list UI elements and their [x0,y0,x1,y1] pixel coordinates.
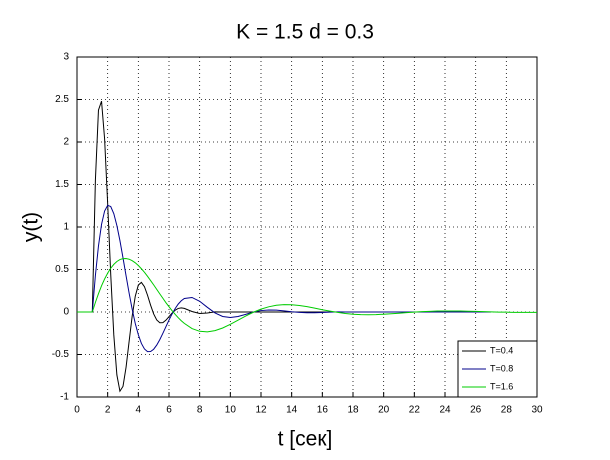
x-tick-label: 16 [317,405,329,416]
chart-title: K = 1.5 d = 0.3 [236,21,374,44]
series-line [77,204,491,353]
x-tick-label: 8 [197,405,203,416]
x-axis-label: t [сек] [278,428,333,451]
y-axis-label: y(t) [20,212,43,242]
legend-label: T=1.6 [490,381,513,391]
x-tick-label: 22 [409,405,421,416]
x-tick-label: 30 [531,405,543,416]
x-tick-label: 20 [378,405,390,416]
x-tick-label: 26 [470,405,482,416]
x-tick-label: 2 [105,405,111,416]
y-tick-label: 2.5 [55,94,69,105]
y-tick-label: 2 [63,137,69,148]
y-tick-label: 1 [63,222,69,233]
y-tick-label: 3 [63,52,69,63]
y-tick-label: -1 [60,392,69,403]
y-tick-label: 1.5 [55,179,69,190]
x-tick-label: 12 [255,405,267,416]
x-tick-label: 24 [439,405,451,416]
x-tick-label: 28 [501,405,513,416]
y-tick-label: 0.5 [55,264,69,275]
series-line [77,258,537,333]
y-tick-label: -0.5 [52,349,70,360]
x-tick-label: 10 [225,405,237,416]
x-tick-label: 0 [74,405,80,416]
x-tick-label: 4 [136,405,142,416]
legend-label: T=0.8 [490,363,513,373]
y-tick-label: 0 [63,307,69,318]
legend-label: T=0.4 [490,345,513,355]
x-tick-label: 6 [166,405,172,416]
x-tick-label: 18 [347,405,359,416]
plot-frame [76,56,538,398]
x-tick-label: 14 [286,405,298,416]
